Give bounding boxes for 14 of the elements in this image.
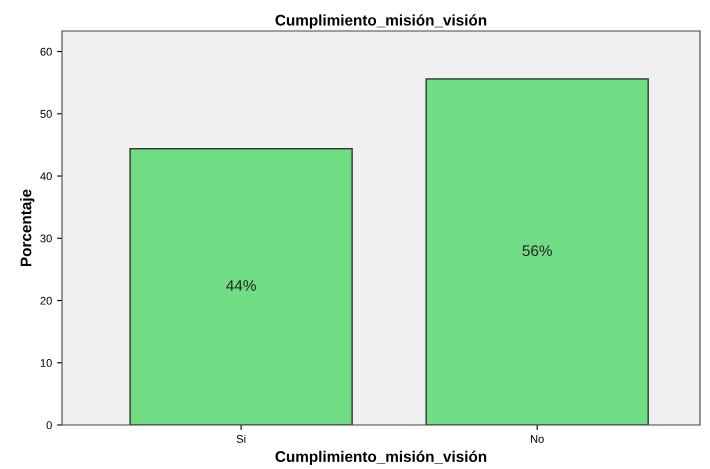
- x-tick-label: No: [530, 435, 544, 443]
- chart-title: Cumplimiento_misión_visión: [276, 14, 486, 29]
- y-axis-title: Porcentaje: [20, 189, 34, 266]
- y-tick-label: 10: [40, 359, 52, 367]
- data-label: 44%: [226, 280, 256, 291]
- data-label: 56%: [522, 245, 552, 256]
- y-tick-label: 60: [40, 48, 52, 56]
- x-axis-title: Cumplimiento_misión_visión: [276, 450, 486, 466]
- y-tick-label: 50: [40, 110, 52, 118]
- y-tick-label: 20: [40, 296, 52, 305]
- y-tick-label: 40: [40, 172, 52, 180]
- x-tick-label: Si: [236, 434, 246, 443]
- y-tick-label: 30: [40, 234, 52, 242]
- y-tick-label: 0: [46, 421, 52, 430]
